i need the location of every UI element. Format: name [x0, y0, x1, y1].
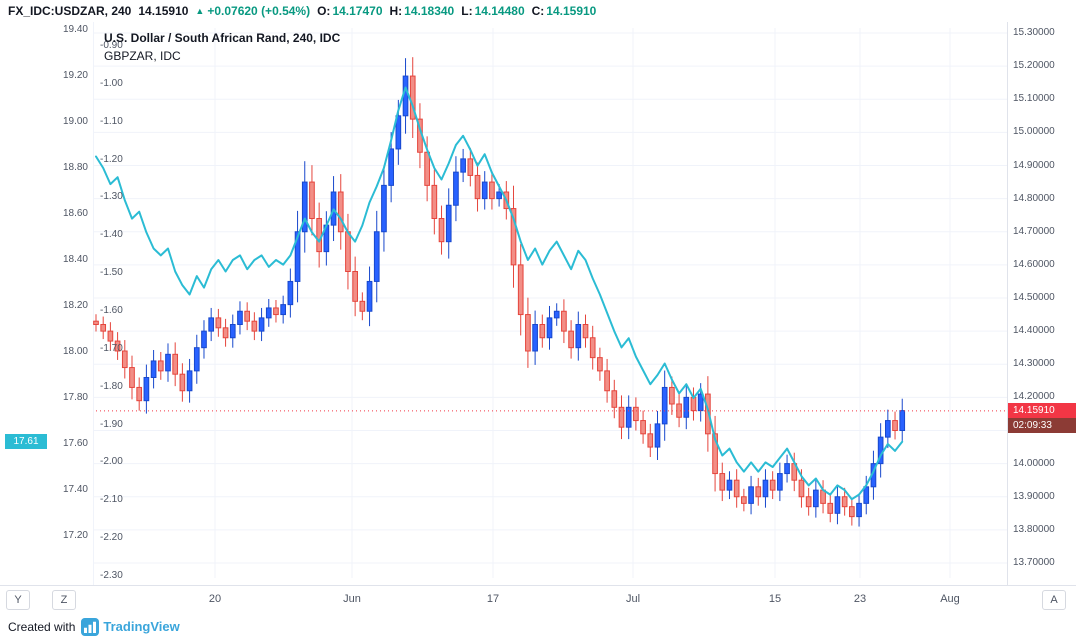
- footer: Created with TradingView: [0, 613, 1076, 639]
- left-axis-tick: 18.00: [62, 346, 88, 357]
- high-value: H: 14.18340: [389, 4, 455, 18]
- left-axis-tick: 17.80: [62, 392, 88, 403]
- right-axis-tick: 13.90000: [1013, 490, 1055, 502]
- compare-price-badge: 17.61: [5, 433, 47, 449]
- time-axis-tick: Jun: [343, 593, 361, 605]
- inner-axis-tick: -1.40: [100, 229, 123, 241]
- inner-axis-tick: -1.90: [100, 418, 123, 430]
- inner-axis-tick: -1.70: [100, 342, 123, 354]
- left-axis-tick: 17.40: [62, 484, 88, 495]
- time-axis-tick: 20: [208, 593, 222, 605]
- inner-axis-tick: -1.00: [100, 77, 123, 89]
- right-axis-tick: 14.80000: [1013, 192, 1055, 204]
- left-axis-tick: 19.00: [62, 116, 88, 127]
- time-axis-tick: 23: [853, 593, 867, 605]
- chart-legend: U.S. Dollar / South African Rand, 240, I…: [104, 31, 340, 63]
- inner-axis-tick: -1.10: [100, 115, 123, 127]
- left-axis-tick: 18.40: [62, 254, 88, 265]
- right-axis-tick: 14.40000: [1013, 325, 1055, 337]
- inner-axis-tick: -2.10: [100, 494, 123, 506]
- price-change: ▲ +0.07620 (+0.54%): [195, 4, 310, 18]
- left-axis-tick: 17.60: [62, 438, 88, 449]
- left-axis-tick: 18.80: [62, 162, 88, 173]
- right-axis-tick: 15.30000: [1013, 27, 1055, 38]
- auto-scale-button[interactable]: A: [1042, 590, 1066, 610]
- right-axis-tick: 14.90000: [1013, 159, 1055, 171]
- right-axis-tick: 13.70000: [1013, 557, 1055, 568]
- symbol-title: FX_IDC:USDZAR, 240: [8, 4, 132, 18]
- up-arrow-icon: ▲: [195, 6, 205, 16]
- created-with-text: Created with: [8, 619, 76, 634]
- axis-button-y[interactable]: Y: [6, 590, 30, 610]
- close-value: C: 14.15910: [531, 4, 597, 18]
- left-axis-tick: 19.20: [62, 70, 88, 81]
- right-axis-tick: 14.60000: [1013, 258, 1055, 270]
- inner-axis-tick: -2.20: [100, 532, 123, 544]
- tradingview-logo-icon: [81, 617, 100, 636]
- last-price-value: 14.15910: [138, 4, 189, 18]
- low-value: L: 14.14480: [461, 4, 525, 18]
- chart-region[interactable]: U.S. Dollar / South African Rand, 240, I…: [0, 22, 1076, 585]
- right-axis-tick: 14.50000: [1013, 292, 1055, 303]
- right-axis-tick: 15.10000: [1013, 93, 1055, 105]
- time-axis-tick: Jul: [625, 593, 641, 605]
- right-axis-tick: 14.00000: [1013, 457, 1055, 469]
- inner-axis-tick: -1.50: [100, 267, 123, 279]
- inner-axis-tick: -1.80: [100, 380, 123, 392]
- time-axis-tick: Aug: [940, 593, 960, 605]
- tradingview-wordmark: TradingView: [103, 619, 180, 634]
- symbol-info-bar: FX_IDC:USDZAR, 240 14.15910 ▲ +0.07620 (…: [0, 0, 1076, 22]
- right-axis-tick: 14.70000: [1013, 225, 1055, 237]
- right-axis-tick: 15.00000: [1013, 126, 1055, 138]
- left-axis-tick: 17.20: [62, 530, 88, 541]
- tradingview-link[interactable]: TradingView: [81, 617, 180, 636]
- legend-main-series[interactable]: U.S. Dollar / South African Rand, 240, I…: [104, 31, 341, 45]
- time-axis-tick: 17: [486, 593, 500, 605]
- open-value: O: 14.17470: [317, 4, 383, 18]
- right-axis-tick: 15.20000: [1013, 60, 1055, 72]
- right-axis-tick: 14.30000: [1013, 358, 1055, 370]
- inner-axis-tick: -0.90: [100, 40, 123, 51]
- inner-axis-tick: -2.00: [100, 456, 123, 468]
- inner-axis-tick: -1.60: [100, 305, 123, 316]
- time-axis-tick: 15: [768, 593, 782, 605]
- left-axis-tick: 18.20: [62, 300, 88, 311]
- last-price-badge: 14.15910: [1008, 402, 1076, 418]
- right-axis-tick: 13.80000: [1013, 523, 1055, 535]
- right-price-axis[interactable]: 15.30000 15.20000 15.10000 15.00000 14.90000…: [1007, 22, 1076, 585]
- axis-button-z[interactable]: Z: [52, 590, 76, 610]
- time-axis[interactable]: Y Z A 20 Jun 17 Jul 15 23 Aug: [0, 585, 1076, 613]
- legend-compare-series[interactable]: GBPZAR, IDC: [104, 49, 181, 63]
- right-axis-tick: 14.20000: [1013, 391, 1055, 403]
- inner-axis-tick: -1.20: [100, 153, 123, 165]
- change-text: +0.07620 (+0.54%): [207, 4, 311, 18]
- left-axis-tick: 19.40: [62, 24, 88, 35]
- inner-axis-tick: -1.30: [100, 191, 123, 203]
- inner-axis-tick: -2.30: [100, 570, 123, 581]
- left-axis-tick: 18.60: [62, 208, 88, 219]
- countdown-badge: 02:09:33: [1008, 417, 1076, 433]
- left-price-axis[interactable]: 19.40 19.20 19.00 18.80 18.60 18.40 18.20 18.00…: [0, 22, 93, 585]
